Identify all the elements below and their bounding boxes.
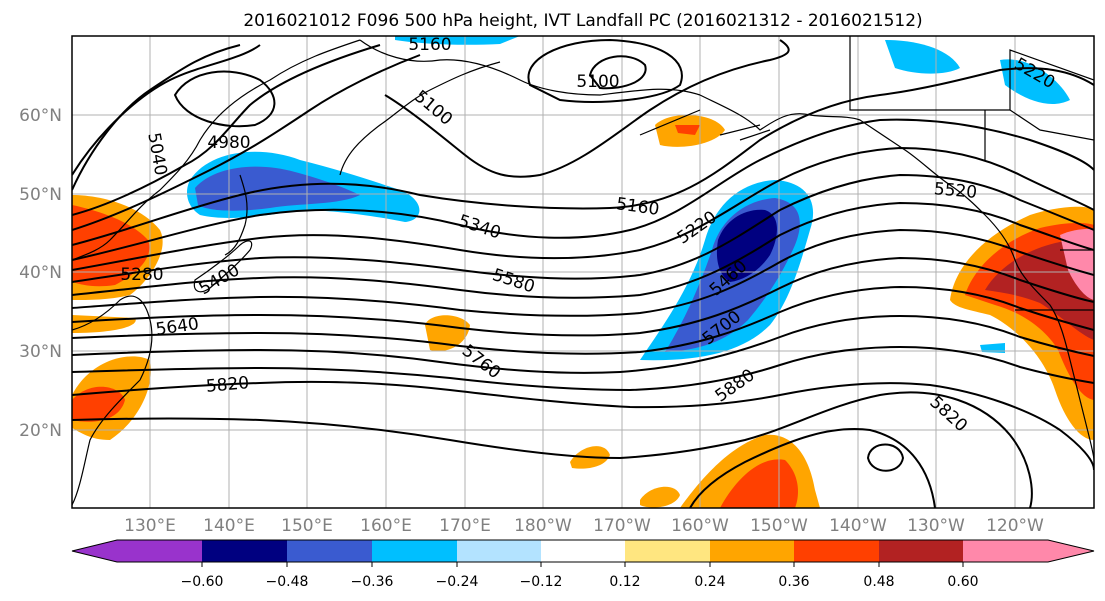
colorbar-segment (541, 540, 625, 562)
colorbar-segment (202, 540, 287, 562)
lon-label: 120°W (986, 516, 1044, 536)
lon-label: 180°W (514, 516, 572, 536)
colorbar-tick: 0.12 (609, 574, 640, 590)
colorbar-tick: −0.48 (266, 574, 309, 590)
colorbar-segment (117, 540, 202, 562)
lon-label: 130°W (907, 516, 965, 536)
contour-label: 5280 (120, 265, 163, 285)
lat-label: 20°N (19, 421, 62, 441)
shading-layer (72, 36, 1094, 508)
lon-label: 150°W (750, 516, 808, 536)
lon-label: 140°E (203, 516, 255, 536)
lon-label: 160°W (671, 516, 729, 536)
lon-label: 170°E (439, 516, 491, 536)
contour-label: 5100 (576, 72, 619, 92)
colorbar-segment (879, 540, 963, 562)
contour-label: 5820 (205, 373, 250, 397)
colorbar-tick: 0.60 (947, 574, 978, 590)
contour-label: 4980 (207, 133, 250, 153)
colorbar-ticks: −0.60 −0.48 −0.36 −0.24 −0.12 0.12 0.24 … (181, 562, 979, 590)
colorbar-segment (963, 540, 1048, 562)
figure-title: 2016021012 F096 500 hPa height, IVT Land… (243, 11, 922, 31)
colorbar-tick: −0.60 (181, 574, 224, 590)
colorbar-segment (625, 540, 710, 562)
colorbar-tick: −0.36 (351, 574, 394, 590)
lat-label: 40°N (19, 263, 62, 283)
height-contours (72, 38, 1094, 508)
lat-label: 60°N (19, 106, 62, 126)
colorbar-segment (372, 540, 457, 562)
colorbar: −0.60 −0.48 −0.36 −0.24 −0.12 0.12 0.24 … (71, 539, 1095, 590)
longitude-labels: 130°E 140°E 150°E 160°E 170°E 180°W 170°… (124, 516, 1044, 536)
colorbar-extend-low (72, 540, 117, 562)
latitude-labels: 60°N 50°N 40°N 30°N 20°N (19, 106, 62, 441)
colorbar-segment (794, 540, 879, 562)
colorbar-tick: 0.36 (778, 574, 809, 590)
colorbar-segment (457, 540, 541, 562)
contour-label: 5160 (408, 35, 451, 55)
colorbar-tick: 0.24 (694, 574, 725, 590)
colorbar-tick: −0.24 (436, 574, 479, 590)
contour-label: 5520 (933, 179, 978, 203)
lon-label: 160°E (360, 516, 412, 536)
lon-label: 140°W (829, 516, 887, 536)
map-panel: 5160 5100 5100 5220 5040 4980 5160 5340 … (19, 35, 1095, 536)
map-frame (71, 35, 1095, 509)
lon-label: 170°W (593, 516, 651, 536)
colorbar-tick: −0.12 (520, 574, 563, 590)
lon-label: 130°E (124, 516, 176, 536)
colorbar-segment (710, 540, 794, 562)
lat-label: 30°N (19, 342, 62, 362)
colorbar-extend-high (1048, 540, 1094, 562)
lon-label: 150°E (281, 516, 333, 536)
lat-label: 50°N (19, 185, 62, 205)
colorbar-tick: 0.48 (863, 574, 894, 590)
colorbar-segment (287, 540, 372, 562)
